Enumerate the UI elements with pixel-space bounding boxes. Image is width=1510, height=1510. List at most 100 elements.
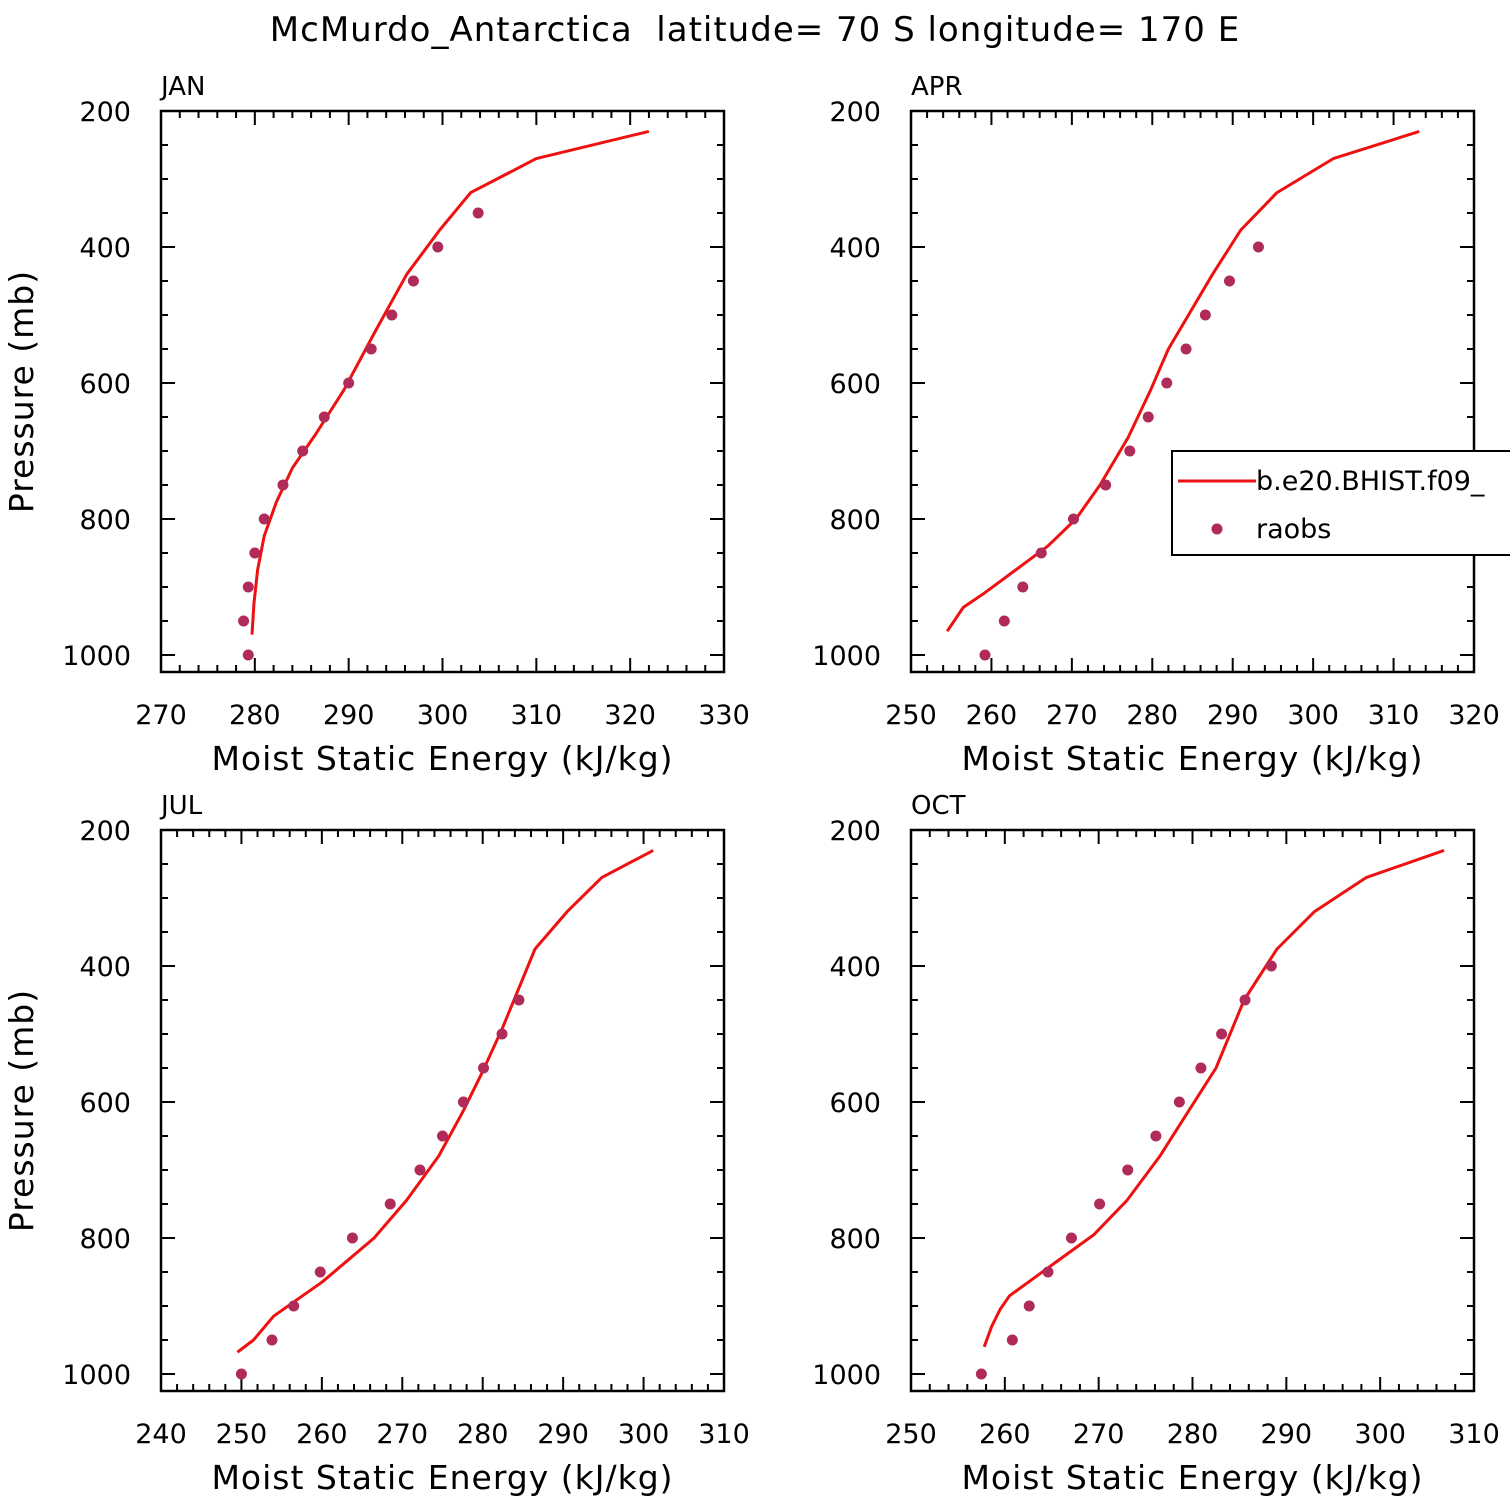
- y-tick-label: 400: [829, 233, 881, 264]
- y-tick-label: 800: [79, 1224, 131, 1255]
- obs-point: [1023, 1300, 1035, 1312]
- y-tick-label: 800: [79, 505, 131, 536]
- x-tick-label: 330: [698, 700, 750, 731]
- x-tick-label: 300: [1354, 1419, 1406, 1450]
- legend-marker-swatch: [1211, 523, 1223, 535]
- y-tick-label: 200: [829, 97, 881, 128]
- obs-point: [1067, 513, 1079, 525]
- x-axis-label: Moist Static Energy (kJ/kg): [961, 739, 1423, 778]
- obs-point: [242, 581, 254, 593]
- obs-point: [1173, 1096, 1185, 1108]
- obs-point: [1150, 1130, 1162, 1142]
- obs-point: [1042, 1266, 1054, 1278]
- legend-label-model: b.e20.BHIST.f09_: [1256, 466, 1485, 497]
- panel-label: OCT: [911, 791, 966, 821]
- x-axis-label: Moist Static Energy (kJ/kg): [961, 1458, 1423, 1497]
- page-title: McMurdo_Antarctica latitude= 70 S longit…: [269, 10, 1241, 50]
- x-tick-label: 300: [1287, 700, 1339, 731]
- obs-point: [235, 1368, 247, 1380]
- x-tick-label: 270: [377, 1419, 429, 1450]
- x-tick-label: 250: [216, 1419, 268, 1450]
- obs-point: [1223, 275, 1235, 287]
- y-tick-label: 1000: [812, 641, 881, 672]
- obs-point: [318, 411, 330, 423]
- obs-point: [407, 275, 419, 287]
- panel-jul: 240 250 260 270 280 290 300 310 200 400 600 800 1000…: [2, 791, 750, 1497]
- plot-area: [235, 849, 654, 1380]
- legend: b.e20.BHIST.f09_raobs: [1171, 450, 1510, 556]
- obs-point: [249, 547, 261, 559]
- x-tick-label: 270: [1073, 1419, 1125, 1450]
- obs-point: [437, 1130, 448, 1142]
- y-tick-label: 200: [79, 97, 131, 128]
- x-tick-label: 300: [417, 700, 469, 731]
- x-tick-label: 280: [1127, 700, 1179, 731]
- x-tick-label: 280: [457, 1419, 509, 1450]
- series-line-model: [982, 848, 1445, 1348]
- x-tick-label: 280: [229, 700, 281, 731]
- obs-point: [432, 241, 444, 253]
- obs-point: [1216, 1028, 1228, 1040]
- x-tick-label: 310: [511, 700, 563, 731]
- y-tick-label: 200: [79, 816, 131, 847]
- y-tick-label: 400: [79, 233, 131, 264]
- panels: 270 280 290 300 310 320 330 200 400 600 800 1000 JAN…: [2, 72, 1510, 1497]
- plot-frame: [159, 828, 726, 1393]
- obs-point: [1006, 1334, 1018, 1346]
- y-tick-label: 600: [79, 369, 131, 400]
- obs-point: [343, 377, 355, 389]
- obs-point: [384, 1198, 396, 1210]
- panel-label: JUL: [159, 791, 203, 821]
- y-tick-label: 600: [79, 1088, 131, 1119]
- x-tick-label: 290: [1207, 700, 1259, 731]
- obs-point: [365, 343, 377, 355]
- obs-point: [1180, 343, 1192, 355]
- obs-point: [242, 649, 254, 661]
- x-tick-label: 270: [135, 700, 187, 731]
- plot-area: [975, 848, 1445, 1380]
- y-tick-label: 800: [829, 1224, 881, 1255]
- obs-point: [1199, 309, 1211, 321]
- obs-point: [975, 1368, 987, 1380]
- obs-point: [478, 1062, 490, 1074]
- plot-area: [238, 129, 650, 661]
- x-tick-label: 250: [885, 1419, 937, 1450]
- panel-label: JAN: [159, 72, 205, 102]
- obs-point: [346, 1232, 358, 1244]
- x-tick-label: 250: [885, 700, 937, 731]
- panel-oct: 250 260 270 280 290 300 310 200 400 600 800 1000 OCT…: [812, 791, 1499, 1497]
- plot-frame: [909, 828, 1476, 1393]
- obs-point: [238, 615, 250, 627]
- obs-point: [288, 1300, 300, 1312]
- y-axis-label: Pressure (mb): [2, 270, 41, 513]
- obs-point: [1122, 1164, 1134, 1176]
- y-tick-label: 600: [829, 1088, 881, 1119]
- obs-point: [998, 615, 1010, 627]
- series-line-model: [236, 849, 654, 1354]
- obs-point: [1252, 241, 1264, 253]
- obs-point: [386, 309, 398, 321]
- obs-point: [496, 1028, 508, 1040]
- obs-point: [979, 649, 991, 661]
- y-tick-label: 600: [829, 369, 881, 400]
- x-tick-label: 290: [537, 1419, 589, 1450]
- obs-point: [1094, 1198, 1106, 1210]
- obs-point: [1195, 1062, 1207, 1074]
- y-tick-label: 400: [829, 952, 881, 983]
- obs-point: [414, 1164, 426, 1176]
- x-tick-label: 290: [1261, 1419, 1313, 1450]
- obs-point: [277, 479, 289, 491]
- obs-point: [457, 1096, 469, 1108]
- x-tick-label: 310: [1368, 700, 1420, 731]
- x-tick-label: 280: [1167, 1419, 1219, 1450]
- panel-apr: 250 260 270 280 290 300 310 320 200 400 600 800 1000…: [812, 72, 1510, 778]
- x-tick-label: 320: [604, 700, 656, 731]
- obs-point: [1124, 445, 1136, 457]
- obs-point: [1035, 547, 1047, 559]
- obs-point: [1239, 994, 1251, 1006]
- obs-point: [1100, 479, 1112, 491]
- x-tick-label: 270: [1046, 700, 1098, 731]
- obs-point: [266, 1334, 278, 1346]
- series-line-model: [250, 129, 650, 635]
